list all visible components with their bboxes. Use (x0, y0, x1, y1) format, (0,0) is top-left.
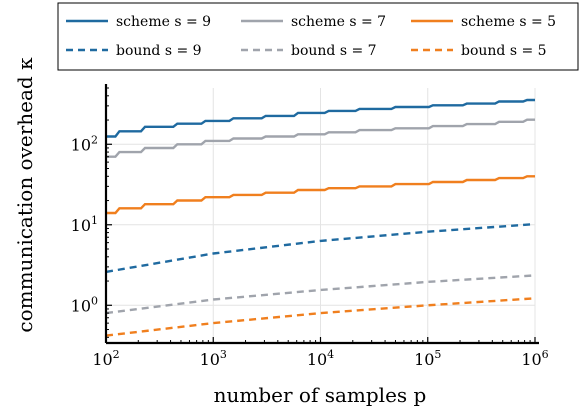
series-line-bound-s-9 (105, 222, 536, 274)
y-axis-label-text: communication overhead κ (13, 57, 37, 333)
legend-label-scheme-s-7: scheme s = 7 (291, 14, 386, 30)
axes (104, 84, 539, 345)
series-layer (105, 98, 536, 337)
legend-label-bound-s-7: bound s = 7 (291, 43, 377, 59)
x-tick-label: 103 (200, 348, 227, 369)
y-axis-label: communication overhead κ (13, 57, 37, 333)
y-tick-label: 101 (71, 214, 98, 235)
x-axis-label-text: number of samples p (214, 383, 427, 407)
legend-label-scheme-s-5: scheme s = 5 (461, 14, 556, 30)
x-tick-label: 106 (521, 348, 548, 369)
series-line-scheme-s-5 (106, 175, 535, 215)
legend-label-bound-s-5: bound s = 5 (461, 43, 547, 59)
x-tick-label: 104 (307, 348, 334, 369)
legend: scheme s = 9 scheme s = 7 scheme s = 5 boun… (66, 14, 556, 59)
series-line-scheme-s-7 (106, 118, 535, 158)
series-line-scheme-s-9 (106, 98, 535, 138)
x-axis-label: number of samples p (214, 383, 427, 407)
x-tick-label: 102 (92, 348, 119, 369)
series-line-bound-s-5 (105, 297, 536, 337)
series-line-bound-s-7 (105, 274, 536, 315)
y-tick-label: 102 (71, 133, 98, 154)
y-tick-label: 100 (71, 294, 98, 315)
x-tick-label: 105 (414, 348, 441, 369)
legend-box (57, 2, 579, 71)
legend-label-bound-s-9: bound s = 9 (116, 43, 202, 59)
grid (105, 88, 536, 343)
legend-label-scheme-s-9: scheme s = 9 (116, 14, 211, 30)
tick-labels: 102 103 104 105 106 100 101 102 (71, 133, 549, 369)
